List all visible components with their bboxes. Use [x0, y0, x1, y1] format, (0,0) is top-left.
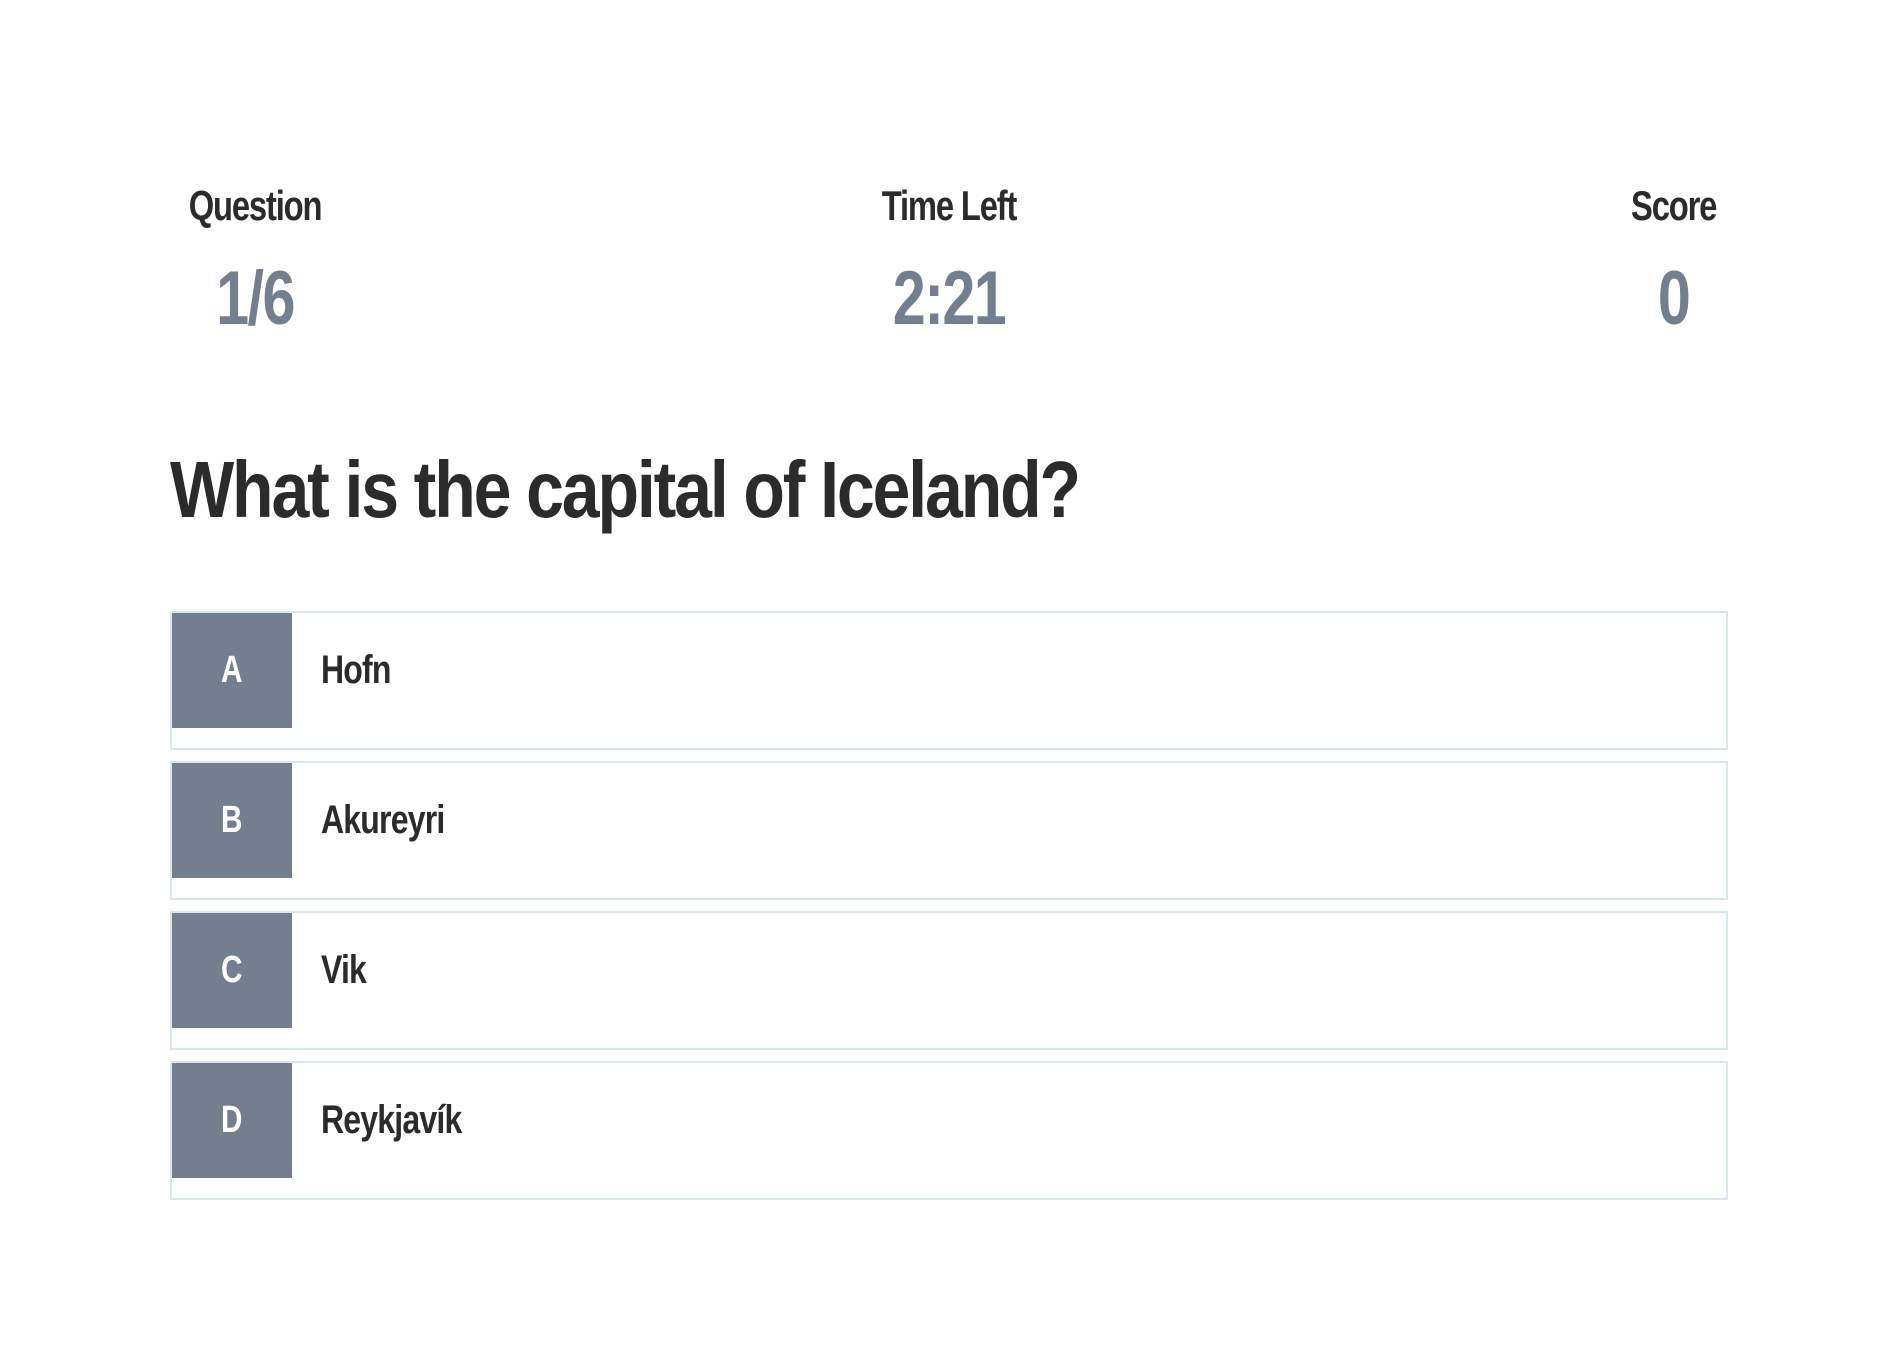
answer-letter: C [221, 949, 243, 991]
answer-option-d[interactable]: D Reykjavík [170, 1061, 1728, 1200]
score: Score 0 [1619, 178, 1728, 344]
answer-label: Vik [321, 948, 367, 992]
timer-label: Time Left [881, 182, 1018, 229]
answer-label: Reykjavík [321, 1098, 462, 1142]
answer-label: Akureyri [321, 798, 445, 842]
answer-letter: A [221, 649, 243, 691]
question-counter: Question 1/6 [170, 178, 340, 344]
answer-letter-badge: C [172, 913, 292, 1028]
answer-option-c[interactable]: C Vik [170, 911, 1728, 1050]
question-counter-label: Question [188, 182, 323, 229]
stats-bar: Question 1/6 Time Left 2:21 Score 0 [170, 178, 1728, 341]
timer: Time Left 2:21 [863, 178, 1035, 344]
answer-letter-badge: B [172, 763, 292, 878]
answer-option-a[interactable]: A Hofn [170, 611, 1728, 750]
answer-text: Reykjavík [321, 1063, 497, 1178]
answer-text: Hofn [321, 613, 408, 728]
answer-letter: D [221, 1099, 243, 1141]
answer-text: Akureyri [321, 763, 475, 878]
answer-letter: B [221, 799, 243, 841]
answer-letter-badge: D [172, 1063, 292, 1178]
question-text: What is the capital of Iceland? [170, 445, 1081, 534]
question-counter-value: 1/6 [216, 256, 295, 341]
quiz-container: Question 1/6 Time Left 2:21 Score 0 What… [170, 178, 1728, 1200]
answer-list: A Hofn B Akureyri C Vik D Reykjavík [170, 611, 1728, 1211]
answer-text: Vik [321, 913, 377, 1028]
score-value: 0 [1657, 256, 1691, 341]
score-label: Score [1630, 182, 1717, 229]
answer-label: Hofn [321, 648, 391, 692]
answer-letter-badge: A [172, 613, 292, 728]
answer-option-b[interactable]: B Akureyri [170, 761, 1728, 900]
timer-value: 2:21 [892, 256, 1007, 341]
